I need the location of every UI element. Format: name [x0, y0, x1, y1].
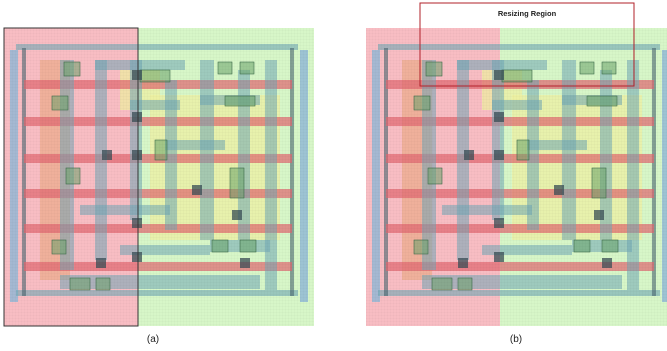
- layout-panel-a: [3, 27, 314, 327]
- layout-panel-b: [366, 2, 667, 326]
- grid-texture: [4, 28, 314, 326]
- caption-b: (b): [509, 334, 523, 345]
- pmos-outline-box: [3, 27, 139, 327]
- grid-texture: [366, 28, 667, 326]
- resizing-region-label: Resizing Region: [497, 9, 557, 18]
- resizing-region-box: [419, 2, 635, 87]
- caption-a: (a): [146, 334, 160, 345]
